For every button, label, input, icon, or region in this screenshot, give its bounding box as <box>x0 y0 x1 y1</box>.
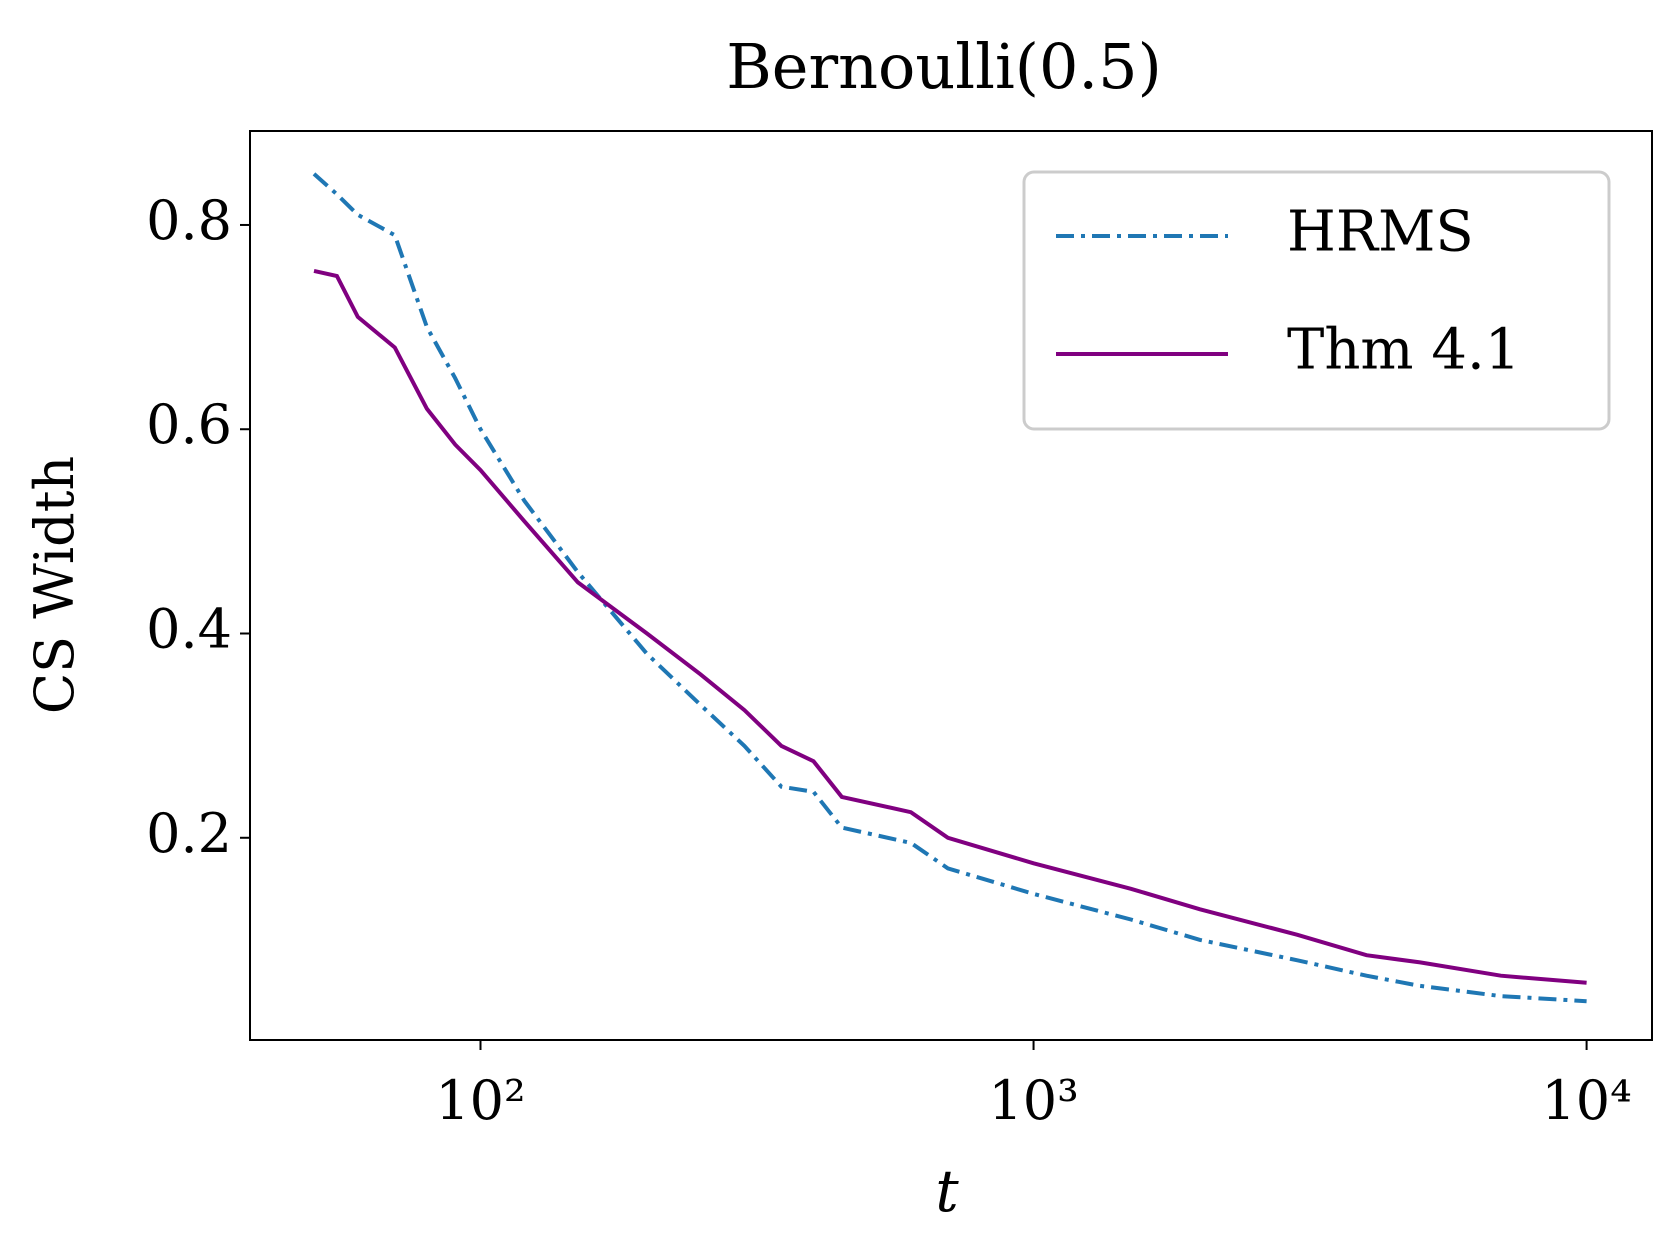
legend-label: Thm 4.1 <box>1287 318 1520 383</box>
series-line <box>313 268 1587 985</box>
chart-title: Bernoulli(0.5) <box>726 30 1162 103</box>
series-line <box>312 172 1587 1004</box>
y-axis-label: CS Width <box>23 456 86 714</box>
x-axis-label: t <box>935 1157 959 1225</box>
y-tick-label: 0.8 <box>146 189 232 252</box>
y-tick-label: 0.6 <box>146 393 232 456</box>
x-tick-label: 10⁴ <box>1541 1069 1631 1132</box>
plot-frame <box>249 130 1653 1041</box>
x-tick-label: 10² <box>435 1069 525 1132</box>
y-tick-label: 0.4 <box>146 598 232 661</box>
legend-label: HRMS <box>1287 200 1474 265</box>
y-tick-label: 0.2 <box>146 802 232 865</box>
x-tick-label: 10³ <box>988 1069 1078 1132</box>
